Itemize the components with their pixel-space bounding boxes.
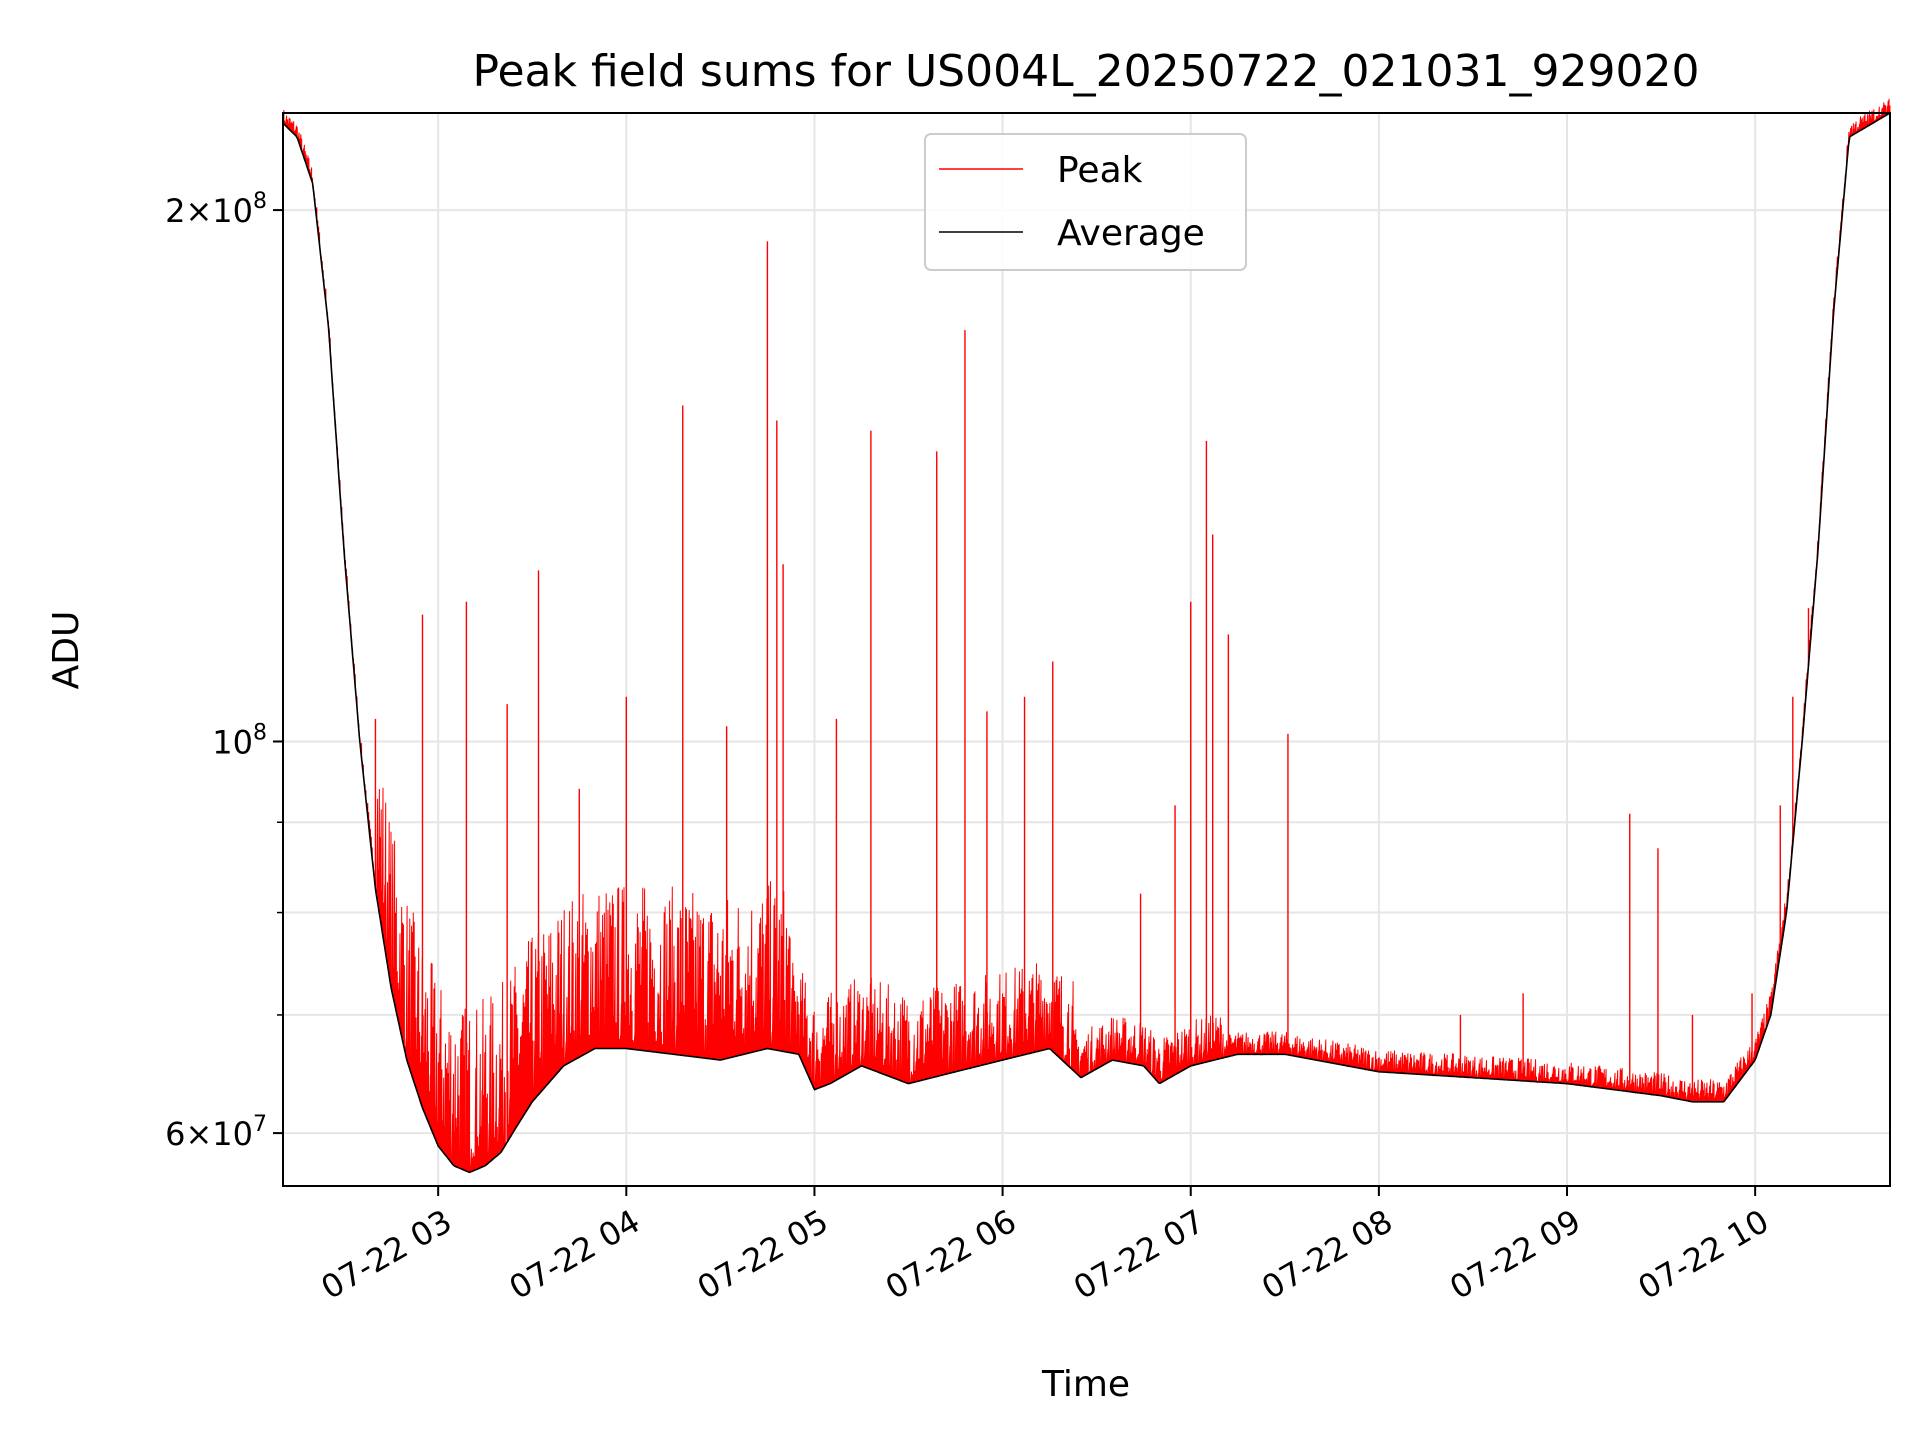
y-axis-label: ADU [46, 611, 87, 690]
average-series [282, 112, 1891, 1174]
peak-series [282, 98, 1891, 1173]
y-axis: 6×107 108 2×108 [165, 189, 283, 1153]
legend-box [924, 133, 1247, 271]
legend-peak-label: Peak [1057, 150, 1143, 191]
y-tick-label: 6×107 [165, 1112, 267, 1153]
y-tick-label: 2×108 [165, 189, 267, 230]
chart-title: Peak field sums for US004L_20250722_0210… [473, 46, 1700, 97]
y-tick-label: 108 [212, 720, 267, 761]
plot-frame [282, 112, 1891, 1187]
x-axis-label: Time [1041, 1364, 1130, 1405]
peak-envelope [282, 98, 1891, 1173]
legend-average-label: Average [1057, 213, 1205, 254]
legend: Peak Average [924, 133, 1247, 271]
average-line [282, 112, 1891, 1174]
